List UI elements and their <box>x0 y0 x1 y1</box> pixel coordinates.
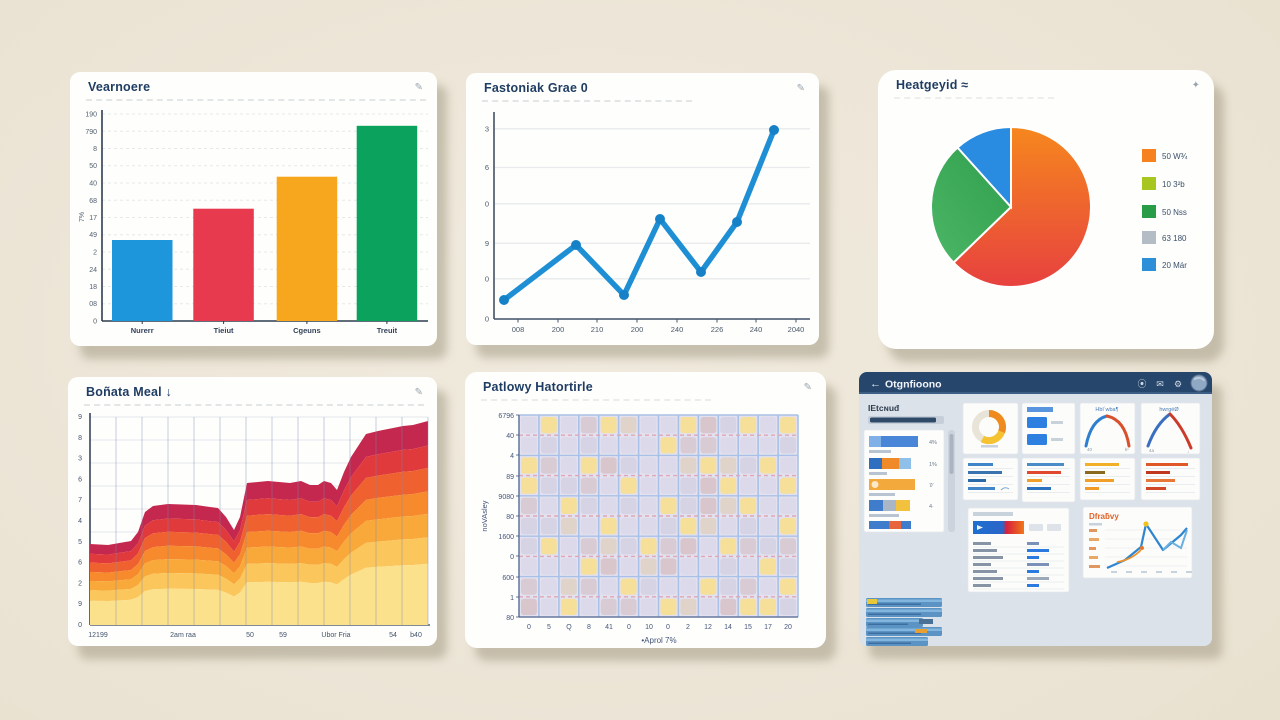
svg-text:240: 240 <box>671 325 684 334</box>
svg-text:6: 6 <box>78 560 82 567</box>
svg-text:7: 7 <box>78 497 82 504</box>
svg-text:noVAsley: noVAsley <box>480 500 489 531</box>
svg-text:✉: ✉ <box>1156 379 1164 389</box>
svg-text:54: 54 <box>389 632 397 639</box>
svg-text:1600: 1600 <box>498 534 514 541</box>
svg-text:50: 50 <box>246 632 254 639</box>
svg-text:8: 8 <box>93 146 97 153</box>
svg-text:hwrgёØ: hwrgёØ <box>1159 407 1179 413</box>
svg-text:Hbl´wba¶: Hbl´wba¶ <box>1095 407 1118 413</box>
svg-text:89: 89 <box>506 474 514 481</box>
svg-text:50 Nss: 50 Nss <box>1162 208 1187 217</box>
svg-text:12: 12 <box>704 624 712 631</box>
svg-text:190: 190 <box>85 112 97 119</box>
svg-text:0: 0 <box>627 624 631 631</box>
svg-text:4%: 4% <box>929 440 937 446</box>
svg-text:24: 24 <box>89 267 97 274</box>
svg-text:2: 2 <box>93 250 97 257</box>
svg-text:226: 226 <box>711 325 724 334</box>
svg-text:6: 6 <box>485 163 489 172</box>
svg-text:Q: Q <box>566 624 572 631</box>
svg-text:4: 4 <box>78 518 82 525</box>
svg-text:k¹: k¹ <box>1125 447 1129 452</box>
svg-text:200: 200 <box>552 325 565 334</box>
svg-text:9: 9 <box>78 601 82 608</box>
svg-text:0: 0 <box>485 199 489 208</box>
svg-text:200: 200 <box>631 325 644 334</box>
svg-text:41: 41 <box>605 624 613 631</box>
svg-text:210: 210 <box>591 325 604 334</box>
svg-text:↓: ↓ <box>1187 449 1189 454</box>
svg-text:18: 18 <box>89 284 97 291</box>
svg-text:4a: 4a <box>1149 448 1155 453</box>
svg-text:2am raa: 2am raa <box>170 632 196 639</box>
svg-text:Treuit: Treuit <box>377 326 398 335</box>
svg-text:12199: 12199 <box>88 632 108 639</box>
svg-text:⚙: ⚙ <box>1174 379 1182 389</box>
svg-text:Otgnfioono: Otgnfioono <box>885 379 942 391</box>
svg-text:7⁄: 7⁄ <box>929 483 934 489</box>
svg-text:63 180: 63 180 <box>1162 234 1187 243</box>
svg-text:5: 5 <box>547 624 551 631</box>
svg-text:10 3²b: 10 3²b <box>1162 180 1185 189</box>
svg-text:1%: 1% <box>929 462 937 468</box>
svg-text:5: 5 <box>78 539 82 546</box>
svg-text:Nurerr: Nurerr <box>131 326 154 335</box>
svg-text:3: 3 <box>485 124 489 133</box>
svg-text:20: 20 <box>784 624 792 631</box>
svg-text:2040: 2040 <box>788 325 805 334</box>
svg-text:17: 17 <box>89 215 97 222</box>
svg-text:8: 8 <box>587 624 591 631</box>
svg-text:0: 0 <box>93 319 97 326</box>
svg-text:68: 68 <box>89 198 97 205</box>
svg-text:0: 0 <box>78 622 82 629</box>
svg-text:40: 40 <box>1087 447 1093 452</box>
svg-text:40: 40 <box>89 181 97 188</box>
svg-text:0: 0 <box>510 554 514 561</box>
svg-text:14: 14 <box>724 624 732 631</box>
svg-text:3: 3 <box>78 456 82 463</box>
svg-text:600: 600 <box>502 575 514 582</box>
svg-text:2: 2 <box>78 580 82 587</box>
svg-text:Ubor Fria: Ubor Fria <box>321 632 350 639</box>
svg-text:008: 008 <box>512 325 525 334</box>
svg-text:Tieiut: Tieiut <box>214 326 234 335</box>
svg-text:IEtcɴuđ: IEtcɴuđ <box>868 403 900 413</box>
svg-text:40: 40 <box>506 433 514 440</box>
svg-text:49: 49 <box>89 232 97 239</box>
svg-text:15: 15 <box>744 624 752 631</box>
svg-text:1: 1 <box>510 595 514 602</box>
svg-text:4: 4 <box>510 453 514 460</box>
svg-text:80: 80 <box>506 615 514 622</box>
svg-text:⦿: ⦿ <box>1137 379 1146 389</box>
svg-text:240: 240 <box>750 325 763 334</box>
svg-text:17: 17 <box>764 624 772 631</box>
svg-text:←: ← <box>870 378 881 390</box>
svg-text:b40: b40 <box>410 632 422 639</box>
svg-text:50 W¾: 50 W¾ <box>1162 152 1188 161</box>
svg-text:6796: 6796 <box>498 413 514 420</box>
svg-text:7%: 7% <box>79 212 86 222</box>
svg-text:790: 790 <box>85 129 97 136</box>
svg-text:2: 2 <box>686 624 690 631</box>
svg-text:9080: 9080 <box>498 494 514 501</box>
svg-text:Dfraƃvy: Dfraƃvy <box>1089 512 1119 521</box>
svg-text:20 Már: 20 Már <box>1162 261 1187 270</box>
svg-text:8: 8 <box>78 435 82 442</box>
svg-text:59: 59 <box>279 632 287 639</box>
svg-text:9: 9 <box>78 414 82 421</box>
svg-text:0: 0 <box>527 624 531 631</box>
svg-text:9: 9 <box>485 239 489 248</box>
svg-text:10: 10 <box>645 624 653 631</box>
svg-text:6: 6 <box>78 476 82 483</box>
svg-text:4·: 4· <box>929 504 934 510</box>
svg-text:50: 50 <box>89 163 97 170</box>
svg-text:0: 0 <box>485 315 489 324</box>
svg-text:0: 0 <box>485 274 489 283</box>
svg-text:80: 80 <box>506 514 514 521</box>
svg-text:08: 08 <box>89 301 97 308</box>
svg-text:•Aprol 7%: •Aprol 7% <box>641 636 676 645</box>
svg-text:0: 0 <box>666 624 670 631</box>
svg-text:Cgeuns: Cgeuns <box>293 326 321 335</box>
